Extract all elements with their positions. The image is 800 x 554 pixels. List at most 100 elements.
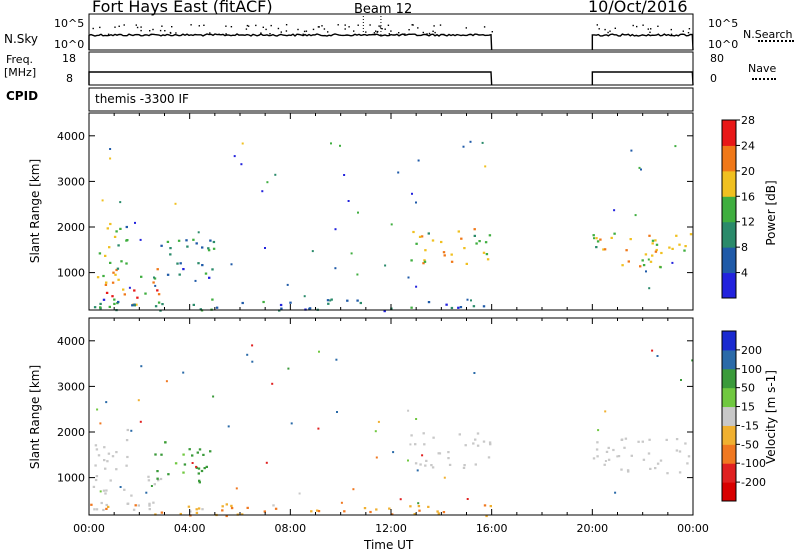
colorbar-tick-label: 15 (741, 401, 755, 414)
search-dot (390, 30, 392, 32)
nsearch-tick-bottom: 10^0 (708, 38, 739, 51)
echo-cell (327, 302, 330, 305)
echo-cell (484, 165, 487, 168)
echo-cell (153, 276, 155, 279)
search-dot (265, 28, 267, 31)
echo-cell (139, 238, 142, 241)
search-dot (190, 24, 192, 26)
search-dot (411, 24, 413, 26)
echo-cell (413, 513, 416, 516)
echo-cell (212, 395, 215, 398)
echo-cell (460, 237, 463, 240)
echo-cell (427, 301, 431, 304)
search-dot (270, 24, 272, 27)
search-dot (650, 28, 652, 30)
echo-cell (411, 192, 413, 195)
echo-cell (675, 449, 679, 452)
echo-cell (489, 443, 492, 446)
echo-cell (109, 157, 112, 160)
echo-cell (659, 459, 663, 462)
search-dot (203, 24, 205, 26)
echo-cell (326, 299, 330, 302)
nsky-label: N.Sky (4, 32, 39, 46)
colorbar-segment (722, 368, 736, 389)
search-dot (260, 32, 262, 34)
search-dot (426, 33, 428, 35)
echo-cell (241, 142, 244, 145)
echo-cell (103, 459, 106, 462)
echo-cell (431, 466, 435, 469)
echo-cell (445, 303, 448, 306)
search-dot (92, 27, 94, 30)
search-dot (384, 28, 386, 30)
colorbar-segment (722, 482, 736, 502)
echo-cell (629, 238, 632, 241)
echo-cell (409, 443, 412, 446)
echo-cell (627, 470, 630, 473)
echo-cell (390, 223, 393, 226)
search-dot (140, 29, 142, 32)
colorbar-frame (721, 119, 737, 299)
echo-cell (443, 254, 446, 257)
echo-cell (377, 420, 380, 423)
echo-cell (132, 508, 136, 511)
echo-cell (167, 473, 170, 476)
echo-cell (109, 479, 112, 482)
echo-cell (103, 446, 106, 449)
echo-cell (484, 241, 488, 244)
echo-cell (651, 349, 654, 352)
echo-cell (458, 433, 461, 436)
echo-cell (359, 301, 362, 305)
echo-cell (148, 502, 151, 505)
echo-cell (99, 422, 102, 425)
echo-cell (197, 262, 200, 265)
echo-cell (303, 295, 306, 298)
search-dot (344, 28, 346, 30)
search-dot (337, 24, 339, 26)
echo-cell (626, 469, 630, 472)
echo-cell (230, 504, 233, 507)
echo-cell (473, 228, 476, 231)
echo-cell (660, 251, 663, 255)
y-tick-label: 1000 (57, 472, 85, 485)
search-dot (318, 26, 320, 28)
echo-cell (104, 254, 107, 257)
echo-cell (204, 272, 208, 275)
echo-cell (94, 464, 97, 467)
echo-cell (131, 304, 134, 307)
echo-cell (621, 264, 624, 267)
velocity-panel: 1000 2000 3000 4000 (57, 317, 694, 518)
echo-cell (424, 249, 427, 252)
echo-cell (599, 238, 602, 241)
x-tick-label: 16:00 (476, 522, 508, 535)
echo-cell (280, 307, 283, 310)
echo-cell (203, 467, 206, 470)
colorbar-tick-label: 28 (741, 114, 755, 127)
y-axis-label-power: Slant Range [km] (28, 158, 42, 264)
echo-cell (610, 236, 613, 239)
search-dot (344, 24, 346, 26)
y-axis-label-velocity: Slant Range [km] (28, 364, 42, 470)
echo-cell (100, 501, 103, 505)
search-dot (159, 29, 162, 32)
echo-cell (647, 452, 651, 455)
echo-cell (104, 492, 107, 495)
colorbar-segment (722, 247, 736, 274)
echo-cell (105, 489, 108, 492)
echo-cell (415, 201, 417, 204)
echo-cell (447, 457, 450, 460)
search-dot (230, 26, 233, 28)
nsky-tick-top: 10^5 (54, 17, 85, 30)
search-dot (465, 27, 467, 29)
echo-cell (104, 467, 107, 470)
echo-cell (407, 276, 410, 279)
echo-cell (485, 253, 489, 256)
echo-cell (105, 507, 108, 510)
echo-cell (336, 411, 338, 413)
echo-cell (689, 233, 693, 236)
echo-cell (97, 454, 101, 457)
echo-cell (620, 468, 623, 471)
echo-cell (593, 237, 595, 240)
echo-cell (691, 359, 694, 362)
echo-cell (264, 247, 266, 249)
